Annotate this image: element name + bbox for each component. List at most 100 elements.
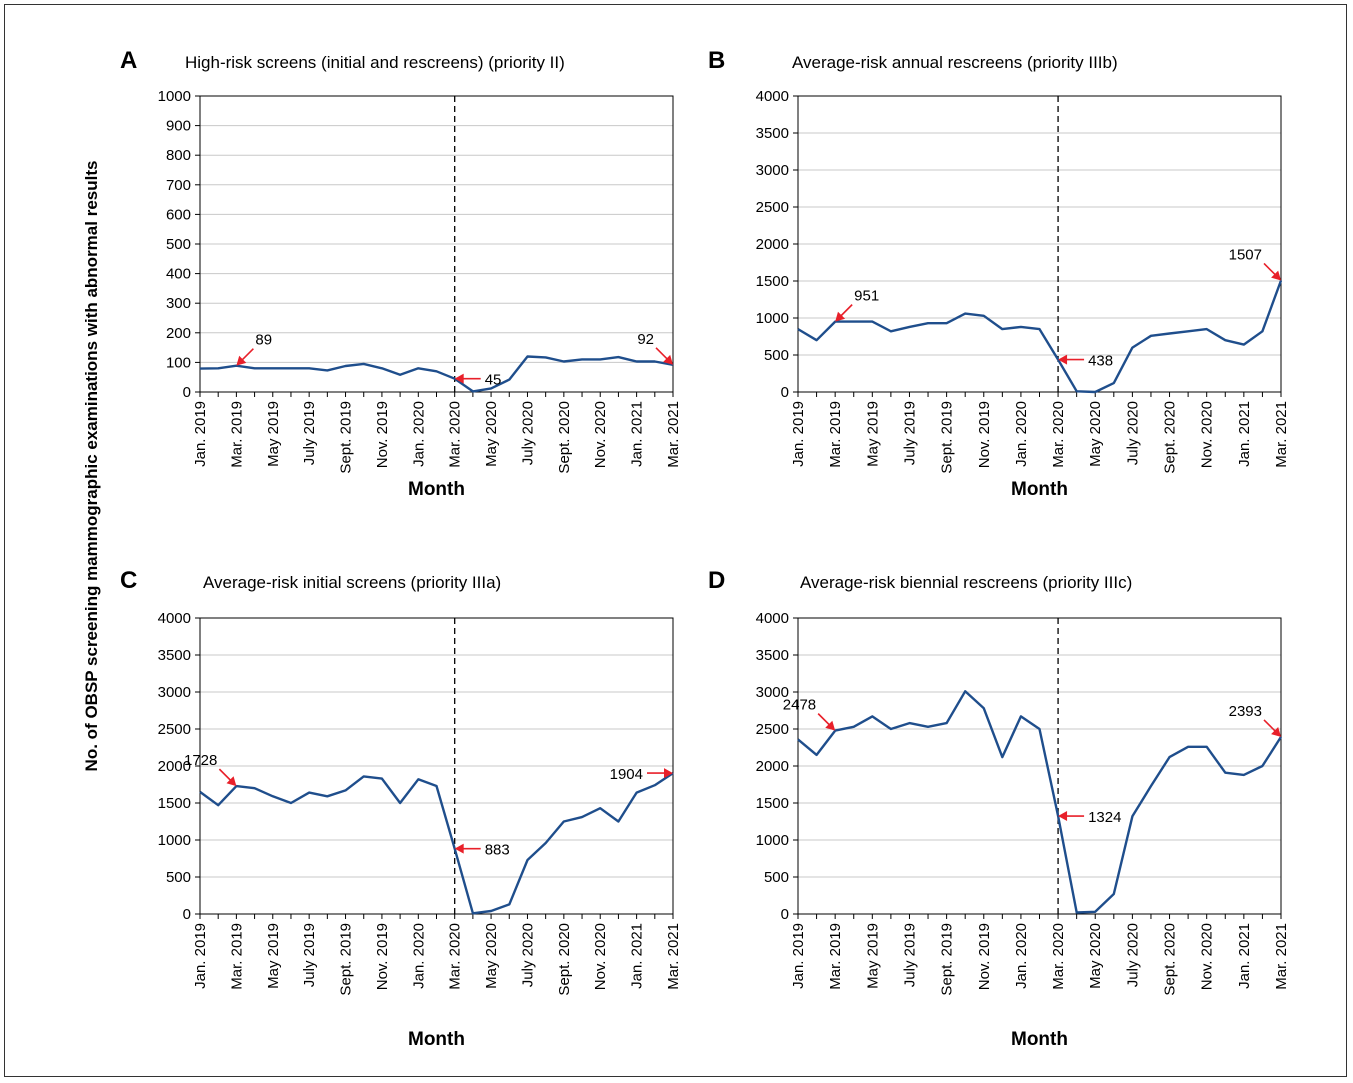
x-tick-label: Sept. 2019 <box>338 923 355 996</box>
y-tick-label: 2500 <box>756 721 789 738</box>
panel-title: Average-risk annual rescreens (priority … <box>792 53 1118 72</box>
y-tick-label: 900 <box>166 118 191 135</box>
x-tick-label: Mar. 2020 <box>1050 401 1067 468</box>
x-tick-label: July 2020 <box>1124 923 1141 987</box>
x-tick-label: July 2020 <box>519 923 536 987</box>
x-tick-label: May 2020 <box>1087 401 1104 467</box>
annotation-arrowhead <box>1058 811 1068 822</box>
annotation-arrow <box>218 768 232 782</box>
x-tick-label: Mar. 2021 <box>665 401 682 468</box>
panel-title: Average-risk biennial rescreens (priorit… <box>800 573 1132 592</box>
panel-letter: B <box>708 47 725 74</box>
x-tick-label: Mar. 2019 <box>827 923 844 990</box>
y-tick-label: 600 <box>166 206 191 223</box>
x-tick-label: Nov. 2020 <box>1199 923 1216 990</box>
y-tick-label: 500 <box>166 236 191 253</box>
y-tick-label: 800 <box>166 147 191 164</box>
annotation-label: 951 <box>854 288 879 305</box>
y-tick-label: 3000 <box>756 162 789 179</box>
x-tick-label: Nov. 2020 <box>1199 401 1216 468</box>
x-tick-label: Jan. 2020 <box>410 401 427 467</box>
annotation-arrowhead <box>454 373 464 384</box>
x-tick-label: Nov. 2020 <box>592 923 609 990</box>
annotation-arrow <box>240 348 254 362</box>
y-tick-label: 200 <box>166 325 191 342</box>
panel-letter: A <box>120 47 137 74</box>
x-tick-label: Nov. 2019 <box>976 401 993 468</box>
x-tick-label: May 2020 <box>1087 923 1104 989</box>
series-line <box>199 355 674 393</box>
x-axis-label: Month <box>408 479 465 500</box>
x-tick-label: Jan. 2021 <box>1236 923 1253 989</box>
y-tick-label: 0 <box>183 384 191 401</box>
annotation-label: 1728 <box>184 752 217 769</box>
x-tick-label: Nov. 2019 <box>374 401 391 468</box>
annotation-label: 1324 <box>1088 809 1121 826</box>
figure-border <box>4 4 1347 1077</box>
x-tick-label: Mar. 2020 <box>447 923 464 990</box>
x-tick-label: Sept. 2020 <box>1162 923 1179 996</box>
annotation-arrowhead <box>236 355 247 366</box>
y-tick-label: 500 <box>166 869 191 886</box>
y-tick-label: 3500 <box>158 647 191 664</box>
x-tick-label: Nov. 2019 <box>374 923 391 990</box>
y-tick-label: 700 <box>166 177 191 194</box>
y-tick-label: 1000 <box>158 832 191 849</box>
y-tick-label: 2000 <box>756 758 789 775</box>
panel-a: A High-risk screens (initial and rescreen… <box>120 47 682 500</box>
annotation-arrow <box>817 713 831 727</box>
annotation-label: 2478 <box>783 697 816 714</box>
y-tick-label: 1500 <box>158 795 191 812</box>
series-line <box>199 772 674 915</box>
y-tick-label: 4000 <box>158 610 191 627</box>
x-tick-label: Mar. 2019 <box>228 401 245 468</box>
x-tick-label: May 2020 <box>483 923 500 989</box>
x-axis-label: Month <box>1011 479 1068 500</box>
x-tick-label: July 2020 <box>1124 401 1141 465</box>
x-tick-label: Sept. 2019 <box>338 401 355 474</box>
y-tick-label: 2500 <box>158 721 191 738</box>
x-tick-label: Mar. 2019 <box>827 401 844 468</box>
annotation-arrowhead <box>1271 270 1281 281</box>
x-tick-label: May 2019 <box>265 401 282 467</box>
x-tick-label: Sept. 2019 <box>939 923 956 996</box>
y-tick-label: 1000 <box>158 88 191 105</box>
x-tick-label: July 2019 <box>301 401 318 465</box>
panel-letter: C <box>120 567 137 594</box>
x-tick-label: Mar. 2021 <box>1273 923 1290 990</box>
x-tick-label: July 2019 <box>901 401 918 465</box>
annotation-arrowhead <box>664 768 673 779</box>
y-tick-label: 3500 <box>756 647 789 664</box>
x-tick-label: Jan. 2020 <box>1013 401 1030 467</box>
x-tick-label: Jan. 2019 <box>790 401 807 467</box>
x-tick-label: Jan. 2020 <box>1013 923 1030 989</box>
x-tick-label: Sept. 2020 <box>556 923 573 996</box>
panel-title: Average-risk initial screens (priority I… <box>203 573 501 592</box>
y-tick-label: 1500 <box>756 273 789 290</box>
x-tick-label: Sept. 2019 <box>939 401 956 474</box>
y-tick-label: 2000 <box>158 758 191 775</box>
panel-d: D Average-risk biennial rescreens (priori… <box>708 567 1290 1050</box>
x-tick-label: Sept. 2020 <box>556 401 573 474</box>
x-tick-label: July 2020 <box>519 401 536 465</box>
x-tick-label: Jan. 2019 <box>790 923 807 989</box>
annotation-label: 45 <box>485 372 502 389</box>
annotation-arrow <box>1263 719 1277 733</box>
annotation-label: 89 <box>255 332 272 349</box>
x-axis-label: Month <box>408 1029 465 1050</box>
annotation-label: 1507 <box>1229 246 1262 263</box>
x-tick-label: July 2019 <box>901 923 918 987</box>
x-tick-label: Mar. 2020 <box>1050 923 1067 990</box>
annotation-label: 438 <box>1088 353 1113 370</box>
annotation-arrowhead <box>663 354 673 365</box>
y-tick-label: 500 <box>764 347 789 364</box>
panel-letter: D <box>708 567 725 594</box>
y-tick-label: 3000 <box>158 684 191 701</box>
y-tick-label: 4000 <box>756 610 789 627</box>
y-tick-label: 3000 <box>756 684 789 701</box>
x-axis-label: Month <box>1011 1029 1068 1050</box>
y-tick-label: 0 <box>781 906 789 923</box>
annotation-label: 883 <box>485 842 510 859</box>
annotation-label: 2393 <box>1229 703 1262 720</box>
